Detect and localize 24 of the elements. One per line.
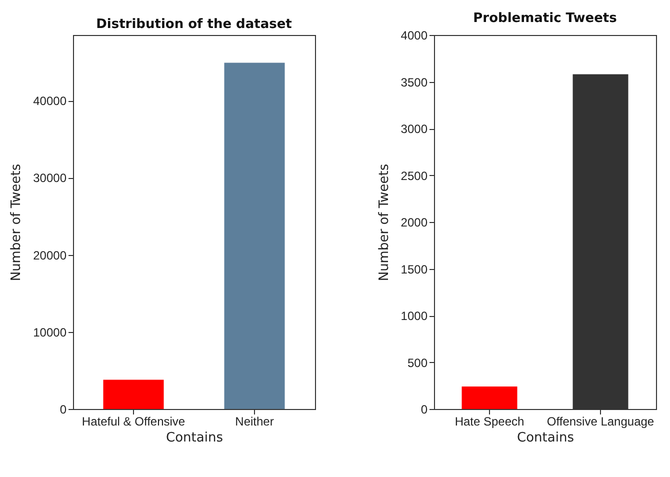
y-tick-label: 4000 [400,28,428,42]
y-tick-label: 40000 [33,94,67,108]
y-tick-label: 2500 [400,168,428,183]
y-tick-label: 30000 [33,171,67,186]
y-tick-label: 2000 [400,216,428,230]
y-tick-label: 1000 [400,309,428,323]
x-tick-label: Offensive Language [546,414,654,428]
y-tick-label: 10000 [33,325,67,340]
y-axis-title: Number of Tweets [9,164,24,282]
x-axis-title: Contains [517,430,574,446]
x-axis-title: Contains [166,430,224,446]
y-tick-label: 0 [60,402,67,416]
y-tick-label: 3500 [400,75,428,90]
y-axis-title: Number of Tweets [376,164,392,282]
y-tick-label: 20000 [33,248,67,262]
y-tick-label: 1500 [400,262,428,276]
chart-title: Problematic Tweets [473,11,618,26]
y-tick-label: 500 [407,356,428,370]
x-tick-label: Hate Speech [454,414,524,428]
y-tick-label: 0 [420,402,428,416]
y-tick-label: 3000 [400,122,428,136]
chart-title: Distribution of the dataset [96,17,292,32]
x-tick-label: Neither [235,414,274,428]
x-tick-label: Hateful & Offensive [82,414,186,428]
